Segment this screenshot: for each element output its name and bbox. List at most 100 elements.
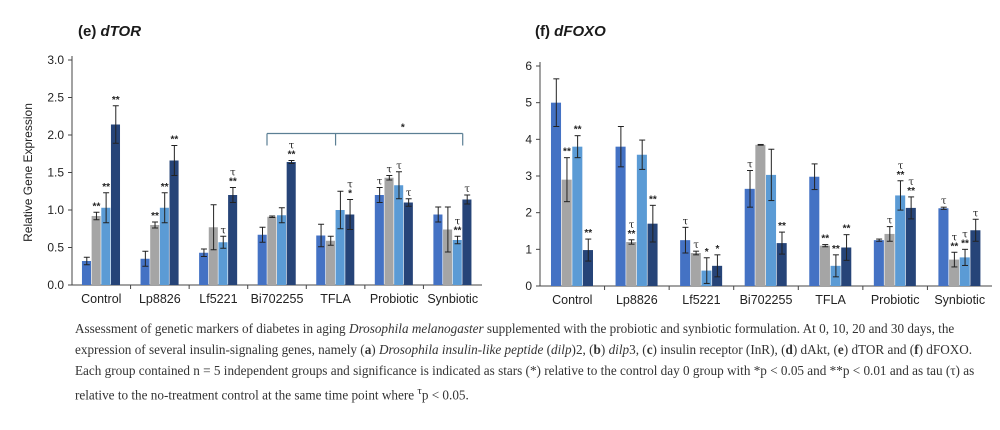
bar — [970, 230, 981, 286]
bar — [766, 174, 777, 286]
significance-label: τ — [464, 184, 470, 195]
bar — [277, 215, 287, 285]
figure-caption: Assessment of genetic markers of diabete… — [75, 321, 975, 403]
bar — [647, 223, 658, 286]
chart-title-name: dTOR — [101, 23, 142, 40]
bar — [626, 242, 637, 286]
significance-label: τ — [952, 232, 958, 243]
bar — [884, 233, 895, 286]
bar — [267, 216, 277, 285]
bar — [218, 242, 228, 285]
bar — [938, 208, 949, 286]
significance-label: τ — [747, 160, 753, 171]
significance-label: ** — [832, 244, 840, 255]
bar — [81, 261, 92, 285]
significance-label: τ — [347, 180, 353, 191]
significance-label: τ — [377, 177, 383, 188]
bar — [615, 146, 626, 286]
significance-label: τ — [683, 216, 689, 227]
bar — [199, 252, 209, 285]
y-tick-label: 2 — [525, 206, 532, 220]
x-tick-label: Lf5221 — [682, 293, 720, 307]
bar — [433, 214, 443, 285]
significance-label: ** — [112, 95, 120, 106]
significance-label: ** — [229, 177, 237, 188]
y-tick-label: 0 — [525, 279, 532, 293]
significance-label: τ — [887, 216, 893, 227]
bar — [140, 258, 150, 285]
y-tick-label: 5 — [525, 96, 532, 110]
significance-label: τ — [455, 216, 461, 227]
y-tick-label: 3 — [525, 169, 532, 183]
significance-label: ** — [649, 194, 657, 205]
bar — [582, 250, 593, 286]
bar — [680, 240, 691, 286]
bar — [403, 202, 413, 285]
dfoxo-chart: (f) dFOXO 0 1 2 3 4 5 6 Control Lp8826 Lf5221 Bi702… — [525, 23, 992, 307]
significance-label: τ — [941, 196, 947, 207]
x-tick-label: Bi702255 — [740, 293, 793, 307]
significance-label: ** — [563, 147, 571, 158]
significance-label: ** — [961, 238, 969, 249]
bar — [561, 179, 572, 286]
x-tick-label: Synbiotic — [934, 293, 985, 307]
y-axis-label: Relative Gene Expression — [21, 103, 35, 242]
significance-label: τ — [387, 165, 393, 176]
significance-label: ** — [288, 150, 296, 161]
bar — [636, 154, 647, 286]
significance-label: τ — [406, 188, 412, 199]
x-tick-label: Bi702255 — [251, 292, 304, 306]
x-tick-label: Probiotic — [871, 293, 920, 307]
bar — [873, 240, 884, 286]
chart-title: (f) dFOXO — [535, 23, 606, 40]
significance-label: ** — [93, 201, 101, 212]
significance-label: τ — [629, 220, 635, 231]
y-tick-label: 4 — [525, 132, 532, 146]
significance-label: τ — [230, 168, 236, 179]
bar — [169, 160, 179, 285]
significance-label: τ — [289, 141, 295, 152]
bar — [374, 195, 384, 285]
bracket-label: * — [401, 123, 405, 134]
bar — [101, 207, 111, 285]
significance-label: * — [705, 247, 709, 258]
bar — [550, 102, 562, 287]
x-tick-label: Control — [552, 293, 592, 307]
bar — [384, 177, 394, 285]
y-tick-label: 0.5 — [47, 241, 64, 255]
significance-label: * — [348, 189, 352, 200]
significance-label: * — [715, 244, 719, 255]
bar — [819, 245, 830, 286]
significance-label: ** — [821, 234, 829, 245]
bar — [208, 227, 218, 285]
significance-label: ** — [950, 241, 958, 252]
chart-title: (e) dTOR — [78, 23, 141, 40]
bar — [959, 257, 970, 286]
bar — [335, 210, 345, 285]
significance-label: ** — [897, 170, 905, 181]
bar — [443, 229, 453, 285]
significance-label: ** — [628, 229, 636, 240]
x-tick-label: TFLA — [320, 292, 351, 306]
y-tick-label: 6 — [525, 59, 532, 73]
x-tick-label: Control — [81, 292, 121, 306]
x-tick-label: Synbiotic — [427, 292, 478, 306]
bar — [110, 124, 121, 285]
x-tick-label: Lp8826 — [616, 293, 658, 307]
y-tick-label: 1 — [525, 242, 532, 256]
y-tick-label: 0.0 — [47, 278, 64, 292]
bar — [949, 259, 960, 286]
bar — [394, 185, 404, 285]
significance-label: ** — [102, 182, 110, 193]
bar — [150, 225, 160, 285]
significance-label: ** — [170, 135, 178, 146]
significance-label: τ — [908, 177, 914, 188]
bar — [905, 207, 916, 286]
significance-label: τ — [220, 225, 226, 236]
significance-label: ** — [454, 225, 462, 236]
bar — [316, 235, 326, 285]
significance-label: ** — [151, 211, 159, 222]
significance-label: ** — [907, 186, 915, 197]
significance-label: τ — [396, 161, 402, 172]
